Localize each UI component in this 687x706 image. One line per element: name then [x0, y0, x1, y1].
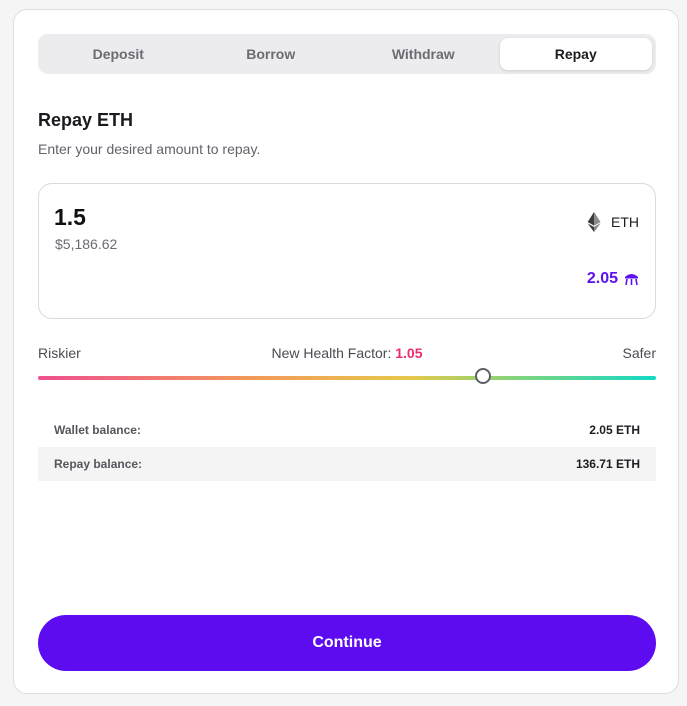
- balances-table: Wallet balance: 2.05 ETH Repay balance: …: [38, 413, 656, 481]
- repay-balance-row: Repay balance: 136.71 ETH: [38, 447, 656, 481]
- health-factor-label: New Health Factor: 1.05: [38, 345, 656, 361]
- slider-thumb[interactable]: [474, 368, 491, 384]
- amount-input[interactable]: [54, 204, 254, 231]
- max-button[interactable]: 2.05: [587, 270, 639, 288]
- tab-deposit[interactable]: Deposit: [92, 46, 144, 62]
- health-factor-caption: New Health Factor:: [271, 345, 392, 361]
- repay-balance-label: Repay balance:: [54, 457, 143, 471]
- tab-withdraw[interactable]: Withdraw: [391, 46, 455, 62]
- token-selector: ETH: [587, 212, 639, 232]
- wallet-balance-row: Wallet balance: 2.05 ETH: [38, 413, 656, 447]
- repay-card: Deposit Borrow Withdraw Repay Repay ETH …: [13, 9, 679, 694]
- wallet-balance-value: 2.05 ETH: [589, 423, 640, 437]
- action-tabs: Deposit Borrow Withdraw Repay: [38, 34, 656, 74]
- health-factor-slider[interactable]: [38, 368, 656, 384]
- health-factor-value: 1.05: [395, 345, 423, 361]
- health-factor-row: Riskier New Health Factor: 1.05 Safer: [38, 345, 656, 365]
- amount-input-box[interactable]: $5,186.62 ETH 2.05: [38, 183, 656, 319]
- usd-value: $5,186.62: [55, 236, 118, 252]
- ethereum-icon: [587, 212, 601, 232]
- tab-borrow[interactable]: Borrow: [246, 46, 296, 62]
- max-icon: [625, 274, 638, 286]
- wallet-balance-label: Wallet balance:: [54, 423, 141, 437]
- page-subtitle: Enter your desired amount to repay.: [38, 141, 261, 157]
- tab-repay[interactable]: Repay: [499, 38, 652, 70]
- safer-label: Safer: [622, 345, 656, 361]
- repay-balance-value: 136.71 ETH: [575, 457, 640, 471]
- token-symbol: ETH: [611, 214, 639, 230]
- max-value: 2.05: [586, 270, 618, 287]
- continue-button[interactable]: Continue: [38, 615, 656, 671]
- riskier-label: Riskier: [38, 345, 81, 361]
- page-title: Repay ETH: [38, 110, 134, 130]
